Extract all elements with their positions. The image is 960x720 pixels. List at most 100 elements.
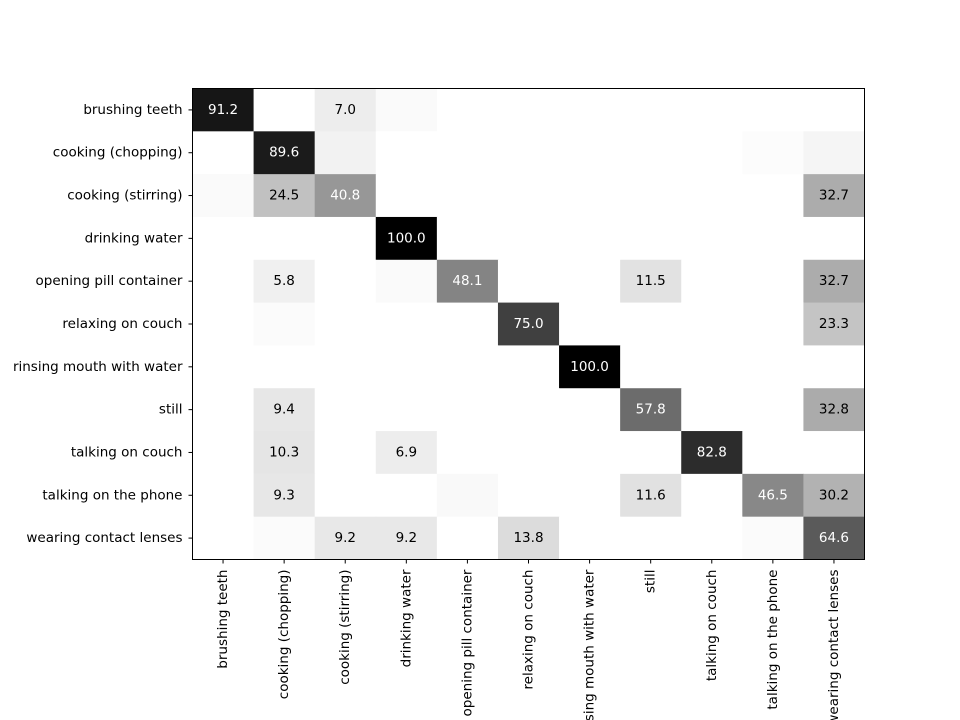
heatmap-cell xyxy=(314,302,377,346)
heatmap-cell xyxy=(436,131,499,175)
cell-value-label: 23.3 xyxy=(819,316,849,332)
heatmap-cell xyxy=(803,302,865,346)
cell-value-label: 5.8 xyxy=(273,273,294,289)
cell-value-label: 32.7 xyxy=(819,188,849,204)
heatmap-cell xyxy=(559,388,621,432)
cell-value-label: 7.0 xyxy=(334,102,355,118)
heatmap-cell xyxy=(253,516,316,560)
heatmap-cell xyxy=(742,174,804,218)
heatmap-cell xyxy=(559,302,621,346)
heatmap-cell xyxy=(497,174,560,218)
cell-value-label: 48.1 xyxy=(452,273,482,289)
heatmap-cell xyxy=(681,302,743,346)
heatmap-cell xyxy=(436,302,499,346)
heatmap-cell xyxy=(559,216,621,261)
heatmap-cell xyxy=(497,345,560,389)
y-tick-label: rinsing mouth with water xyxy=(13,359,183,375)
heatmap-cell xyxy=(620,516,682,560)
heatmap-cell xyxy=(253,216,316,261)
heatmap-cell xyxy=(742,216,804,261)
heatmap-cell xyxy=(375,302,438,346)
heatmap-cell xyxy=(620,388,682,432)
y-tick-label: brushing teeth xyxy=(83,102,182,118)
heatmap-cell xyxy=(620,259,682,304)
heatmap-cell xyxy=(192,345,255,389)
heatmap-cell xyxy=(620,473,682,518)
heatmap-cell xyxy=(375,88,438,132)
cell-value-label: 57.8 xyxy=(636,402,666,418)
heatmap-cell xyxy=(192,259,255,304)
heatmap-cell xyxy=(253,174,316,218)
heatmap-cell xyxy=(681,88,743,132)
heatmap-cell xyxy=(803,259,865,304)
heatmap-cell xyxy=(742,516,804,560)
cell-value-label: 46.5 xyxy=(758,487,788,503)
heatmap-cell xyxy=(314,259,377,304)
heatmap-cell xyxy=(559,259,621,304)
heatmap-cells: 91.2 7.0 89.6 24.5 40.8 32.7 100.0 5.8 48.1 11.5 3… xyxy=(192,88,865,560)
heatmap-cell xyxy=(436,473,499,518)
heatmap-cell xyxy=(681,216,743,261)
cell-value-label: 100.0 xyxy=(570,359,609,375)
heatmap-cell xyxy=(620,216,682,261)
heatmap-cell xyxy=(497,516,560,560)
heatmap-cell xyxy=(803,516,865,560)
heatmap-cell xyxy=(192,131,255,175)
cell-value-label: 11.6 xyxy=(636,487,666,503)
x-tick-label: wearing contact lenses xyxy=(826,570,842,720)
heatmap-cell xyxy=(192,302,255,346)
heatmap-cell xyxy=(314,216,377,261)
y-tick-label: talking on couch xyxy=(71,444,183,460)
cell-value-label: 13.8 xyxy=(513,530,543,546)
heatmap-cell xyxy=(742,388,804,432)
heatmap-cell xyxy=(803,388,865,432)
heatmap-cell xyxy=(559,131,621,175)
heatmap-cell xyxy=(497,302,560,346)
heatmap-cell xyxy=(681,174,743,218)
heatmap-cell xyxy=(253,345,316,389)
cell-value-label: 32.7 xyxy=(819,273,849,289)
heatmap-cell xyxy=(436,516,499,560)
heatmap-cell xyxy=(620,431,682,475)
heatmap-cell xyxy=(253,302,316,346)
heatmap-cell xyxy=(620,88,682,132)
heatmap-cell xyxy=(681,345,743,389)
cell-value-label: 11.5 xyxy=(636,273,666,289)
heatmap-cell xyxy=(803,88,865,132)
heatmap-cell xyxy=(314,345,377,389)
heatmap-cell xyxy=(314,88,377,132)
heatmap-cell xyxy=(742,302,804,346)
heatmap-cell xyxy=(375,473,438,518)
heatmap-cell xyxy=(314,174,377,218)
x-axis: brushing teeth cooking (chopping) cooking … xyxy=(215,559,842,720)
heatmap-cell xyxy=(436,431,499,475)
heatmap-cell xyxy=(314,131,377,175)
heatmap-cell xyxy=(192,216,255,261)
heatmap-cell xyxy=(253,88,316,132)
heatmap-cell xyxy=(559,345,621,389)
heatmap-cell xyxy=(497,388,560,432)
heatmap-cell xyxy=(497,88,560,132)
cell-value-label: 82.8 xyxy=(697,444,727,460)
heatmap-cell xyxy=(497,131,560,175)
y-tick-label: relaxing on couch xyxy=(62,316,182,332)
heatmap-cell xyxy=(436,345,499,389)
y-tick-label: opening pill container xyxy=(36,273,183,289)
heatmap-cell xyxy=(192,473,255,518)
heatmap-cell xyxy=(681,473,743,518)
heatmap-cell xyxy=(620,302,682,346)
heatmap-cell xyxy=(803,473,865,518)
x-tick-label: brushing teeth xyxy=(215,570,231,669)
heatmap-cell xyxy=(253,131,316,175)
heatmap-cell xyxy=(436,174,499,218)
heatmap-cell xyxy=(742,259,804,304)
x-tick-label: talking on couch xyxy=(704,570,720,682)
x-tick-label: drinking water xyxy=(398,569,414,667)
cell-value-label: 89.6 xyxy=(269,145,299,161)
heatmap-cell xyxy=(559,174,621,218)
heatmap-cell xyxy=(253,473,316,518)
cell-value-label: 64.6 xyxy=(819,530,849,546)
x-tick-label: still xyxy=(643,570,659,594)
cell-value-label: 9.3 xyxy=(273,487,294,503)
y-axis: brushing teeth cooking (chopping) cooking … xyxy=(13,102,193,546)
